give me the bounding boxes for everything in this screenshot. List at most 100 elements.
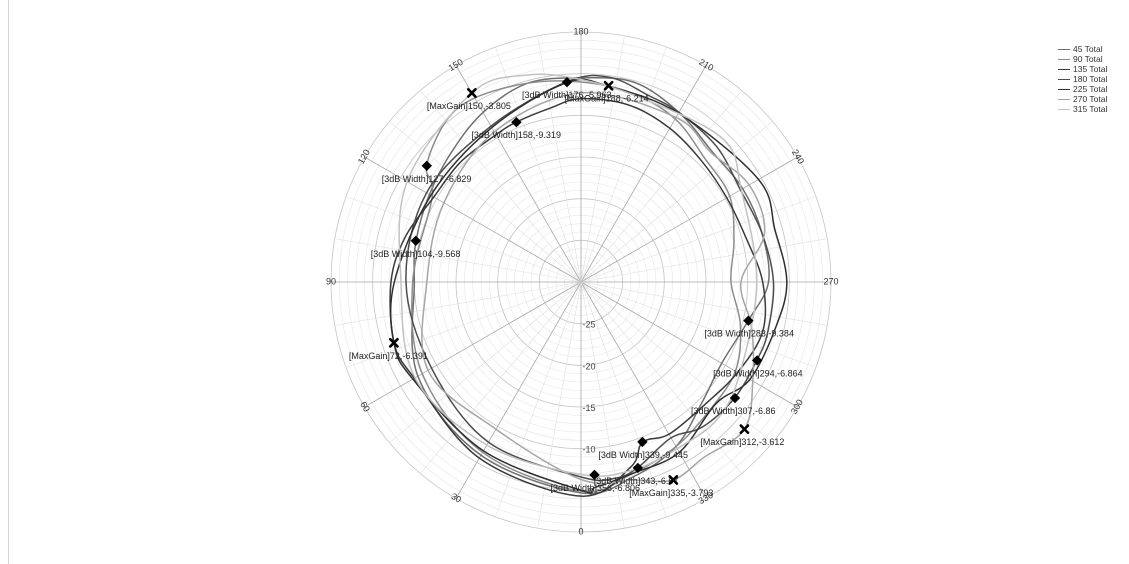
marker-layer: [3dB Width]104,-9.568 [3dB Width]127,-6.8… <box>349 76 803 498</box>
radial-tick-label: -25 <box>582 320 595 330</box>
grid-spoke <box>580 281 707 499</box>
series-layer <box>389 73 788 497</box>
marker-3db-width-6 <box>729 392 741 404</box>
marker-maxgain-10 <box>388 337 399 348</box>
legend-swatch <box>1058 58 1070 60</box>
marker-label-6: [3dB Width]307,-6.86 <box>691 406 776 416</box>
angle-tick-label: 180 <box>573 26 588 36</box>
grid-spoke <box>364 281 582 408</box>
legend-swatch <box>1058 78 1070 80</box>
grid-spoke <box>580 281 625 529</box>
legend-label: 225 Total <box>1073 84 1108 94</box>
marker-label-0: [3dB Width]104,-9.568 <box>371 249 461 259</box>
legend-label: 90 Total <box>1073 54 1103 64</box>
grid-spoke <box>455 281 582 499</box>
series-line-5 <box>421 91 766 485</box>
angle-tick-label: 270 <box>823 276 838 286</box>
marker-maxgain-13 <box>739 424 750 435</box>
grid-spoke <box>580 238 828 283</box>
grid-spoke <box>537 35 582 283</box>
grid-spoke <box>580 35 625 283</box>
marker-maxgain-11 <box>466 88 477 98</box>
grid-spoke <box>389 281 582 443</box>
marker-label-5: [3dB Width]294,-6.864 <box>713 368 803 378</box>
polar-grid <box>330 31 832 533</box>
series-line-6 <box>398 73 758 477</box>
angle-tick-label: 60 <box>358 400 372 414</box>
angle-tick-label: 300 <box>789 398 805 416</box>
grid-spoke <box>580 281 817 368</box>
marker-3db-width-5 <box>751 355 763 366</box>
marker-label-14: [MaxGain]335,-3.793 <box>629 488 713 498</box>
marker-3db-width-4 <box>743 315 754 326</box>
marker-3db-width-3 <box>561 76 573 88</box>
marker-label-12: [MaxGain]188,-6.214 <box>565 94 649 104</box>
grid-spoke <box>345 281 582 368</box>
marker-label-9: [3dB Width]356,-6.806 <box>551 483 641 493</box>
marker-3db-width-8 <box>632 462 644 474</box>
legend-item[interactable]: 315 Total <box>1058 104 1107 114</box>
legend-swatch <box>1058 98 1070 100</box>
legend-swatch <box>1058 108 1070 110</box>
marker-label-3: [3dB Width]176,-5.963 <box>522 90 612 100</box>
angle-tick-label: 240 <box>790 148 806 166</box>
legend-label: 180 Total <box>1073 74 1108 84</box>
angle-tick-label: 0 <box>578 526 583 536</box>
marker-3db-width-1 <box>421 160 432 171</box>
grid-spoke <box>580 196 817 283</box>
marker-label-8: [3dB Width]343,-6.67 <box>594 476 679 486</box>
radial-tick-label: -20 <box>582 361 595 371</box>
angle-tick-label: 90 <box>326 276 336 286</box>
grid-spoke <box>334 281 582 326</box>
legend-label: 135 Total <box>1073 64 1108 74</box>
grid-spoke <box>580 281 742 474</box>
grid-spoke <box>334 238 582 283</box>
grid-spoke <box>580 46 667 283</box>
marker-3db-width-2 <box>511 117 522 128</box>
angle-tick-label: 120 <box>356 148 372 166</box>
marker-maxgain-14 <box>668 475 679 485</box>
marker-label-10: [MaxGain]72,-6.391 <box>349 351 428 361</box>
legend-item[interactable]: 180 Total <box>1058 74 1107 84</box>
legend-label: 315 Total <box>1073 104 1108 114</box>
radial-tick-label: -15 <box>582 403 595 413</box>
grid-spoke <box>580 156 798 283</box>
legend-swatch <box>1058 88 1070 90</box>
legend-swatch <box>1058 48 1070 50</box>
legend-label: 45 Total <box>1073 44 1103 54</box>
legend: 45 Total 90 Total 135 Total 180 Total 225 To… <box>1058 44 1107 114</box>
radial-tick-label: -10 <box>582 445 595 455</box>
legend-item[interactable]: 45 Total <box>1058 44 1107 54</box>
marker-label-4: [3dB Width]283,-9.384 <box>704 329 794 339</box>
grid-spoke <box>345 196 582 283</box>
grid-spoke <box>580 281 828 326</box>
left-divider <box>8 0 9 564</box>
angle-tick-label: 30 <box>449 491 463 505</box>
series-line-0 <box>411 76 770 495</box>
grid-spoke <box>580 90 742 283</box>
grid-spoke <box>420 281 582 474</box>
marker-3db-width-9 <box>589 469 600 481</box>
legend-item[interactable]: 225 Total <box>1058 84 1107 94</box>
grid-spoke <box>580 281 798 408</box>
legend-swatch <box>1058 68 1070 70</box>
legend-item[interactable]: 270 Total <box>1058 94 1107 104</box>
grid-spoke <box>389 121 582 283</box>
grid-spoke <box>580 121 773 283</box>
series-line-3 <box>405 74 775 482</box>
legend-item[interactable]: 90 Total <box>1058 54 1107 64</box>
angle-tick-label: 210 <box>697 57 715 73</box>
grid-spoke <box>455 65 582 283</box>
marker-3db-width-0 <box>410 235 421 247</box>
grid-spoke <box>537 281 582 529</box>
grid-spoke <box>580 281 667 518</box>
radial-tick-label: -5 <box>585 486 593 496</box>
legend-item[interactable]: 135 Total <box>1058 64 1107 74</box>
grid-spoke <box>420 90 582 283</box>
marker-maxgain-12 <box>603 80 614 91</box>
marker-3db-width-7 <box>637 436 648 448</box>
grid-spoke <box>580 281 773 443</box>
angle-tick-label: 150 <box>447 57 465 73</box>
